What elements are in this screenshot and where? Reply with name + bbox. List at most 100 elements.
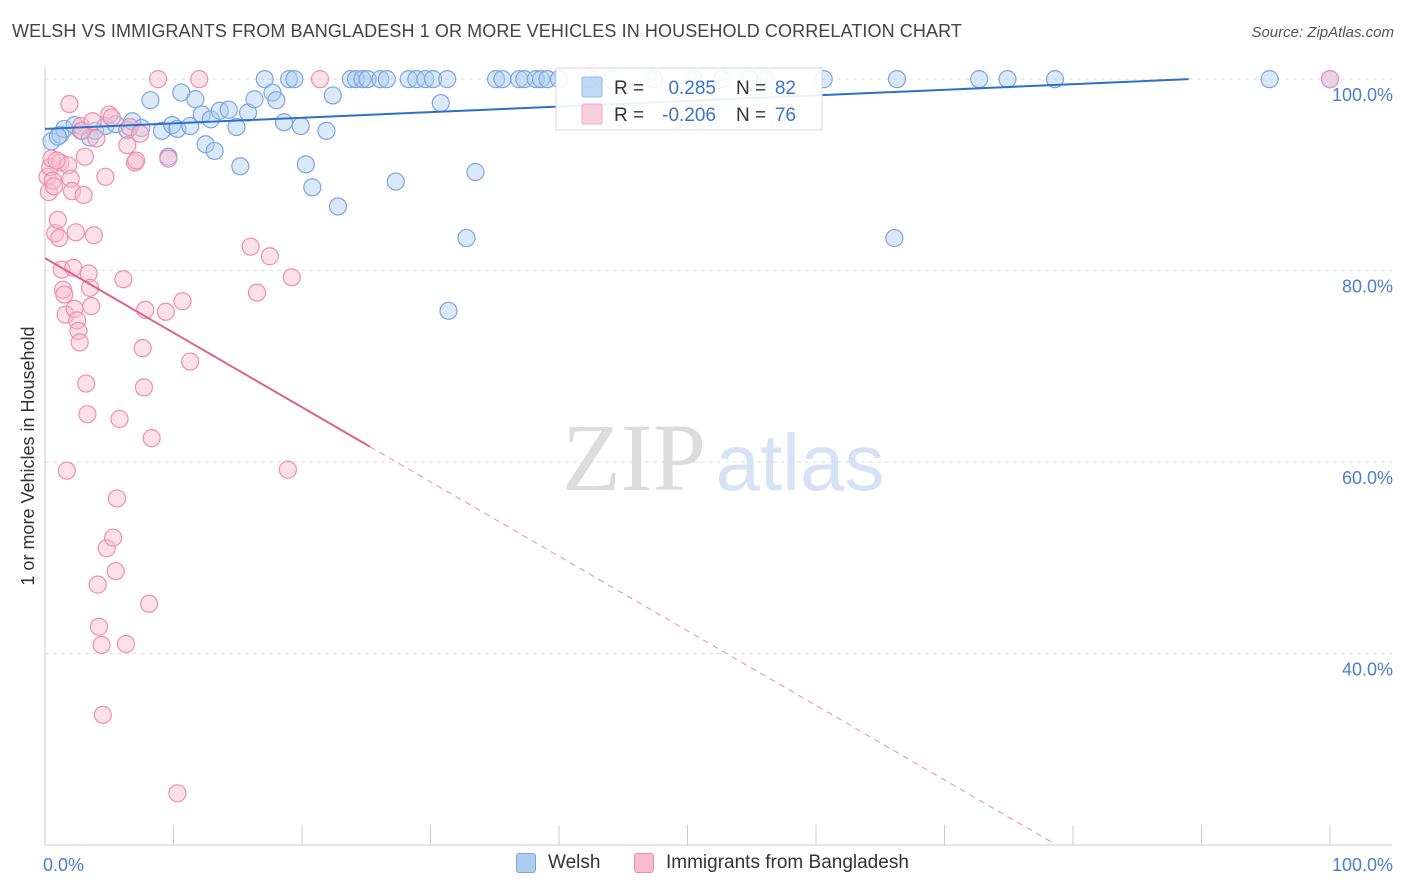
- stats-swatch-bangladesh: [581, 103, 603, 125]
- welsh-point-33: [274, 113, 294, 132]
- bangladesh-point-67: [282, 268, 301, 287]
- bangladesh-point-12: [55, 285, 74, 304]
- welsh-point-74: [885, 228, 904, 248]
- welsh-point-57: [466, 162, 485, 182]
- stats-r-value-welsh: 0.285: [668, 78, 716, 99]
- bangladesh-point-14: [57, 461, 76, 480]
- bangladesh-point-63: [241, 237, 260, 256]
- bangladesh-point-69: [1320, 70, 1340, 89]
- bangladesh-point-17: [62, 182, 82, 201]
- legend-item-welsh[interactable]: Welsh: [516, 852, 600, 874]
- welsh-point-32: [267, 91, 286, 110]
- bangladesh-trend-extension: [369, 446, 1054, 844]
- bangladesh-point-58: [159, 149, 178, 168]
- legend-swatch-welsh: [516, 853, 536, 873]
- bangladesh-point-60: [173, 292, 192, 311]
- bangladesh-point-35: [92, 635, 111, 655]
- bangladesh-point-52: [134, 378, 154, 397]
- bangladesh-point-25: [74, 185, 93, 205]
- welsh-point-12: [141, 91, 160, 110]
- bangladesh-point-26: [77, 374, 96, 393]
- bangladesh-point-49: [127, 151, 146, 170]
- bangladesh-point-44: [114, 270, 133, 289]
- stats-n-value-welsh: 82: [775, 78, 796, 99]
- bangladesh-point-37: [96, 167, 115, 186]
- bangladesh-point-29: [80, 278, 100, 297]
- welsh-point-38: [303, 178, 322, 197]
- bangladesh-point-71: [60, 94, 79, 114]
- welsh-point-59: [493, 70, 512, 89]
- stats-legend: R = 0.285 N = 82 R = -0.206 N = 76: [555, 67, 823, 131]
- watermark-zip: ZIP: [562, 404, 706, 511]
- welsh-point-29: [245, 90, 264, 109]
- legend-label-welsh: Welsh: [548, 852, 601, 873]
- legend-bottom: Welsh Immigrants from Bangladesh: [0, 852, 1406, 878]
- welsh-point-25: [219, 100, 238, 119]
- bangladesh-point-42: [107, 489, 127, 508]
- bangladesh-point-50: [130, 124, 150, 143]
- bangladesh-point-33: [88, 575, 107, 594]
- watermark: ZIP atlas: [562, 404, 884, 511]
- welsh-point-55: [439, 301, 458, 320]
- bangladesh-point-31: [84, 226, 103, 245]
- bangladesh-point-30: [83, 112, 102, 131]
- stats-n-value-bangladesh: 76: [775, 105, 796, 126]
- welsh-point-46: [371, 70, 390, 89]
- welsh-point-36: [291, 116, 310, 136]
- bangladesh-point-51: [133, 339, 152, 358]
- welsh-point-21: [196, 135, 215, 154]
- y-tick-label-2: 60.0%: [1342, 468, 1393, 488]
- legend-label-bangladesh: Immigrants from Bangladesh: [666, 852, 909, 873]
- watermark-atlas: atlas: [716, 418, 885, 507]
- stats-r-label-bangladesh: R =: [614, 105, 644, 126]
- bangladesh-point-27: [78, 405, 97, 424]
- bangladesh-point-4: [43, 171, 62, 190]
- bangladesh-point-65: [260, 247, 279, 266]
- welsh-point-47: [377, 70, 396, 89]
- tick-labels: 100.0% 80.0% 60.0% 40.0% 0.0% 100.0%: [43, 85, 1393, 875]
- y-tick-label-3: 40.0%: [1342, 660, 1393, 680]
- welsh-point-19: [186, 90, 205, 109]
- bangladesh-point-57: [156, 302, 175, 321]
- welsh-point-35: [285, 70, 304, 89]
- welsh-point-75: [887, 70, 907, 89]
- data-points: [38, 70, 1340, 803]
- legend-item-bangladesh[interactable]: Immigrants from Bangladesh: [634, 852, 909, 874]
- x-tick-label-right: 100.0%: [1332, 855, 1393, 875]
- bangladesh-point-40: [104, 528, 123, 547]
- bangladesh-point-64: [247, 283, 267, 302]
- bangladesh-point-56: [148, 70, 168, 89]
- chart-title: WELSH VS IMMIGRANTS FROM BANGLADESH 1 OR…: [12, 21, 962, 41]
- bangladesh-point-54: [139, 594, 159, 613]
- bangladesh-point-34: [89, 617, 109, 636]
- bangladesh-point-45: [116, 634, 136, 654]
- welsh-point-54: [438, 70, 457, 89]
- stats-r-label-welsh: R =: [614, 78, 644, 99]
- bangladesh-point-47: [120, 117, 139, 137]
- y-axis-label: 1 or more Vehicles in Household: [18, 326, 38, 585]
- bangladesh-point-39: [100, 105, 119, 124]
- welsh-point-48: [386, 172, 405, 191]
- bangladesh-point-28: [79, 264, 98, 283]
- bangladesh-point-5: [44, 177, 64, 196]
- bangladesh-point-13: [56, 305, 75, 324]
- bangladesh-point-7: [48, 210, 67, 229]
- bangladesh-point-61: [181, 352, 200, 371]
- welsh-point-40: [323, 86, 342, 105]
- welsh-point-78: [1045, 70, 1065, 89]
- bangladesh-point-36: [93, 705, 112, 724]
- x-tick-label-left: 0.0%: [43, 855, 84, 875]
- bangladesh-trend-line: [44, 257, 371, 448]
- welsh-point-44: [353, 70, 372, 89]
- welsh-point-81: [48, 127, 67, 146]
- welsh-point-45: [358, 70, 377, 89]
- stats-r-value-bangladesh: -0.206: [662, 105, 716, 126]
- bangladesh-point-22: [70, 333, 89, 352]
- welsh-point-37: [296, 155, 315, 174]
- welsh-point-53: [431, 93, 450, 113]
- welsh-point-30: [255, 70, 274, 89]
- bangladesh-point-38: [97, 539, 116, 558]
- welsh-point-79: [1260, 70, 1279, 89]
- bangladesh-point-66: [278, 460, 297, 479]
